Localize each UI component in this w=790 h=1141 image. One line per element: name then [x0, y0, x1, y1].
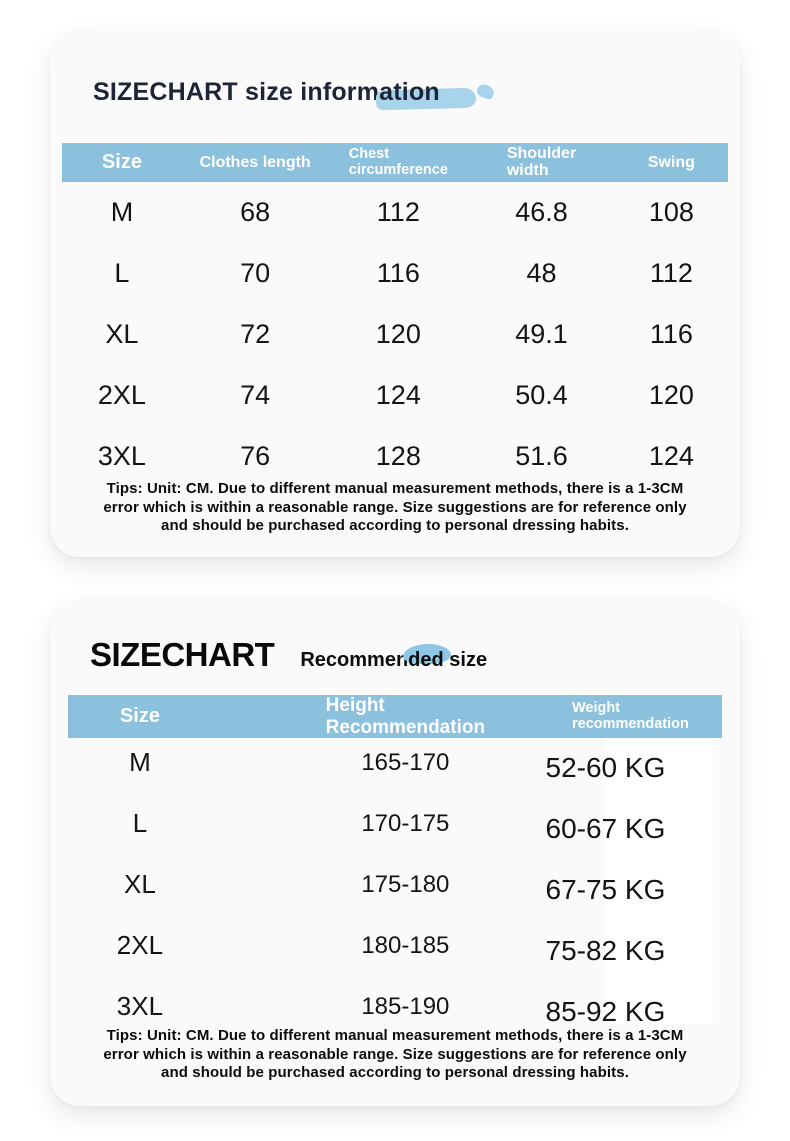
cell-weight: 67-75 KG: [545, 873, 666, 905]
cell-shoulder: 51.6: [515, 441, 568, 471]
cell-shoulder: 46.8: [515, 197, 568, 227]
cell-size: L: [114, 258, 130, 288]
cell-size: XL: [124, 869, 156, 899]
cell-size: 2XL: [97, 380, 146, 410]
cell-chest: 124: [375, 380, 421, 410]
subtitle-highlight: ded: [408, 649, 444, 671]
table-row: M 165-170 52-60 KG: [68, 732, 722, 793]
size-table-header: Size Clothes length Chest circumference …: [62, 143, 728, 182]
recommend-table-header: Size Height Recommendation Weight recomm…: [68, 695, 722, 738]
cell-height: 185-190: [361, 992, 450, 1020]
cell-height: 175-180: [361, 870, 450, 898]
recommended-size-card: SIZECHART Recommended size Size Height R…: [50, 600, 740, 1106]
sizechart-title: SIZECHART: [90, 636, 275, 673]
cell-swing: 112: [649, 258, 693, 288]
table-row: 3XL 76 128 51.6 124: [62, 426, 728, 487]
recommended-size-subtitle: Recommended size: [300, 649, 488, 671]
cell-height: 170-175: [361, 809, 450, 837]
table-row: L 70 116 48 112: [62, 243, 728, 304]
table-row: 2XL 74 124 50.4 120: [62, 365, 728, 426]
table-row: 2XL 180-185 75-82 KG: [68, 915, 722, 976]
header-cell-clothes-length: Clothes length: [199, 153, 311, 171]
header-cell-shoulder-width: Shoulder width: [506, 144, 577, 180]
header-cell-size: Size: [119, 705, 160, 728]
header-cell-swing: Swing: [647, 153, 695, 171]
size-table-body: M 68 112 46.8 108 L 70 116 48 112 XL 72 …: [62, 182, 728, 487]
size-information-card: SIZECHART size information Size Clothes …: [50, 30, 740, 557]
cell-clothes-length: 68: [240, 197, 271, 227]
weight-column-highlight: [605, 740, 713, 1024]
cell-size: XL: [105, 319, 139, 349]
cell-weight: 85-92 KG: [545, 995, 666, 1027]
cell-size: L: [132, 808, 148, 838]
cell-weight: 52-60 KG: [545, 751, 666, 783]
title-text: SIZECHART size inform: [93, 78, 380, 106]
size-information-title: SIZECHART size information: [93, 78, 440, 107]
cell-chest: 112: [376, 197, 420, 227]
cell-clothes-length: 70: [240, 258, 271, 288]
table-row: M 68 112 46.8 108: [62, 182, 728, 243]
cell-shoulder: 48: [526, 258, 557, 288]
cell-swing: 108: [648, 197, 694, 227]
table-row: 3XL 185-190 85-92 KG: [68, 976, 722, 1037]
cell-weight: 60-67 KG: [545, 812, 666, 844]
header-cell-size: Size: [101, 151, 142, 174]
cell-chest: 120: [375, 319, 421, 349]
cell-clothes-length: 74: [240, 380, 271, 410]
recommended-size-title: SIZECHART Recommended size: [90, 636, 487, 674]
header-cell-height-recommendation: Height Recommendation: [325, 695, 486, 738]
cell-shoulder: 49.1: [515, 319, 568, 349]
cell-swing: 116: [649, 319, 693, 349]
table-row: XL 72 120 49.1 116: [62, 304, 728, 365]
header-cell-weight-recommendation: Weight recommendation: [572, 699, 689, 733]
recommend-table-body: M 165-170 52-60 KG L 170-175 60-67 KG XL…: [68, 732, 722, 1037]
title-highlight: ation: [379, 78, 440, 106]
table-row: L 170-175 60-67 KG: [68, 793, 722, 854]
tips-note: Tips: Unit: CM. Due to different manual …: [103, 1027, 687, 1082]
header-cell-chest-circumference: Chest circumference: [348, 145, 448, 179]
cell-chest: 128: [375, 441, 421, 471]
cell-size: 2XL: [116, 930, 164, 960]
cell-height: 180-185: [361, 931, 450, 959]
cell-chest: 116: [376, 258, 420, 288]
cell-size: M: [129, 747, 151, 777]
cell-height: 165-170: [361, 748, 450, 776]
cell-size: M: [110, 197, 134, 227]
cell-clothes-length: 76: [240, 441, 271, 471]
cell-shoulder: 50.4: [515, 380, 568, 410]
cell-size: 3XL: [116, 991, 164, 1021]
cell-size: 3XL: [97, 441, 146, 471]
cell-swing: 120: [648, 380, 694, 410]
cell-weight: 75-82 KG: [545, 934, 666, 966]
cell-clothes-length: 72: [240, 319, 271, 349]
tips-note: Tips: Unit: CM. Due to different manual …: [103, 480, 687, 535]
cell-swing: 124: [648, 441, 694, 471]
table-row: XL 175-180 67-75 KG: [68, 854, 722, 915]
